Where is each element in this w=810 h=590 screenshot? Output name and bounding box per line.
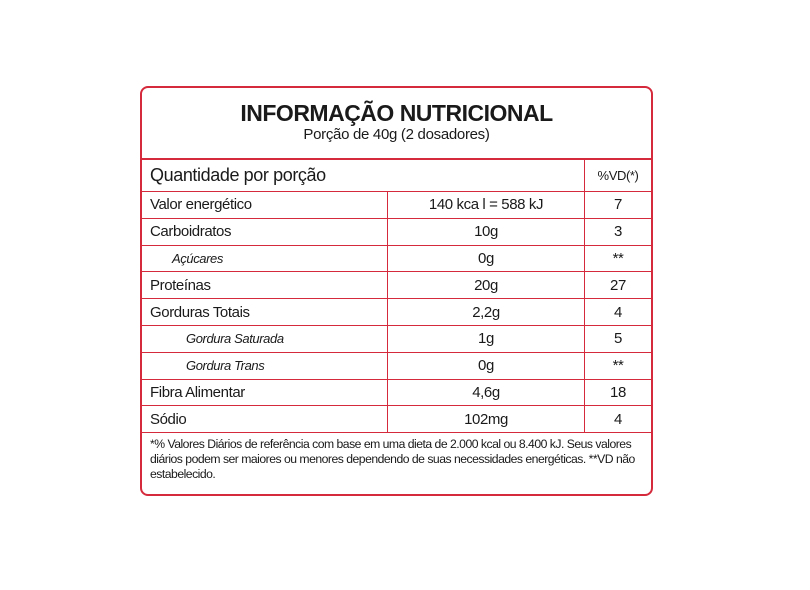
nutrient-name: Gordura Trans [142,352,388,379]
nutrient-name: Gordura Saturada [142,325,388,352]
serving-size: Porção de 40g (2 dosadores) [303,126,490,143]
nutrient-name: Carboidratos [142,218,388,245]
nutrient-dv: ** [612,357,624,375]
label-header: INFORMAÇÃO NUTRICIONAL Porção de 40g (2 … [142,88,651,160]
quantity-header: Quantidade por porção [142,160,585,191]
nutrient-dv: ** [612,249,624,267]
table-row: Gordura Trans 0g ** [142,352,651,380]
nutrient-amount: 10g [388,218,585,245]
dv-header: %VD(*) [597,168,639,183]
nutrient-amount: 102mg [388,406,585,433]
nutrient-amount: 20g [388,272,585,299]
nutrient-amount: 140 kca l = 588 kJ [388,192,585,218]
footnote: *% Valores Diários de referência com bas… [150,437,635,482]
table-row: Gorduras Totais 2,2g 4 [142,299,651,326]
nutrient-amount: 0g [388,245,585,272]
nutrition-label: INFORMAÇÃO NUTRICIONAL Porção de 40g (2 … [140,86,653,496]
table-row: Proteínas 20g 27 [142,272,651,300]
nutrient-dv: 5 [614,330,622,348]
nutrient-name: Valor energético [142,192,388,218]
nutrient-amount: 4,6g [388,379,585,406]
nutrient-amount: 1g [388,325,585,352]
nutrient-amount: 2,2g [388,299,585,325]
nutrient-dv: 3 [614,223,622,241]
table-row: Açúcares 0g ** [142,245,651,273]
table-row: Carboidratos 10g 3 [142,218,651,246]
nutrient-name: Proteínas [142,272,388,299]
label-title: INFORMAÇÃO NUTRICIONAL [240,100,553,126]
nutrient-name: Sódio [142,406,388,433]
nutrient-amount: 0g [388,352,585,379]
nutrient-name: Gorduras Totais [142,299,388,325]
table-row: Valor energético 140 kca l = 588 kJ 7 [142,192,651,219]
table-row: Sódio 102mg 4 [142,406,651,434]
column-header-row: Quantidade por porção %VD(*) [142,160,651,192]
nutrient-name: Açúcares [142,245,388,272]
table-row: Gordura Saturada 1g 5 [142,325,651,353]
nutrient-dv: 4 [614,410,622,428]
table-row: Fibra Alimentar 4,6g 18 [142,379,651,407]
nutrient-dv: 27 [610,276,626,294]
nutrient-dv: 18 [610,383,626,401]
nutrient-name: Fibra Alimentar [142,379,388,406]
nutrient-dv: 7 [614,196,622,214]
nutrient-dv: 4 [614,303,622,321]
